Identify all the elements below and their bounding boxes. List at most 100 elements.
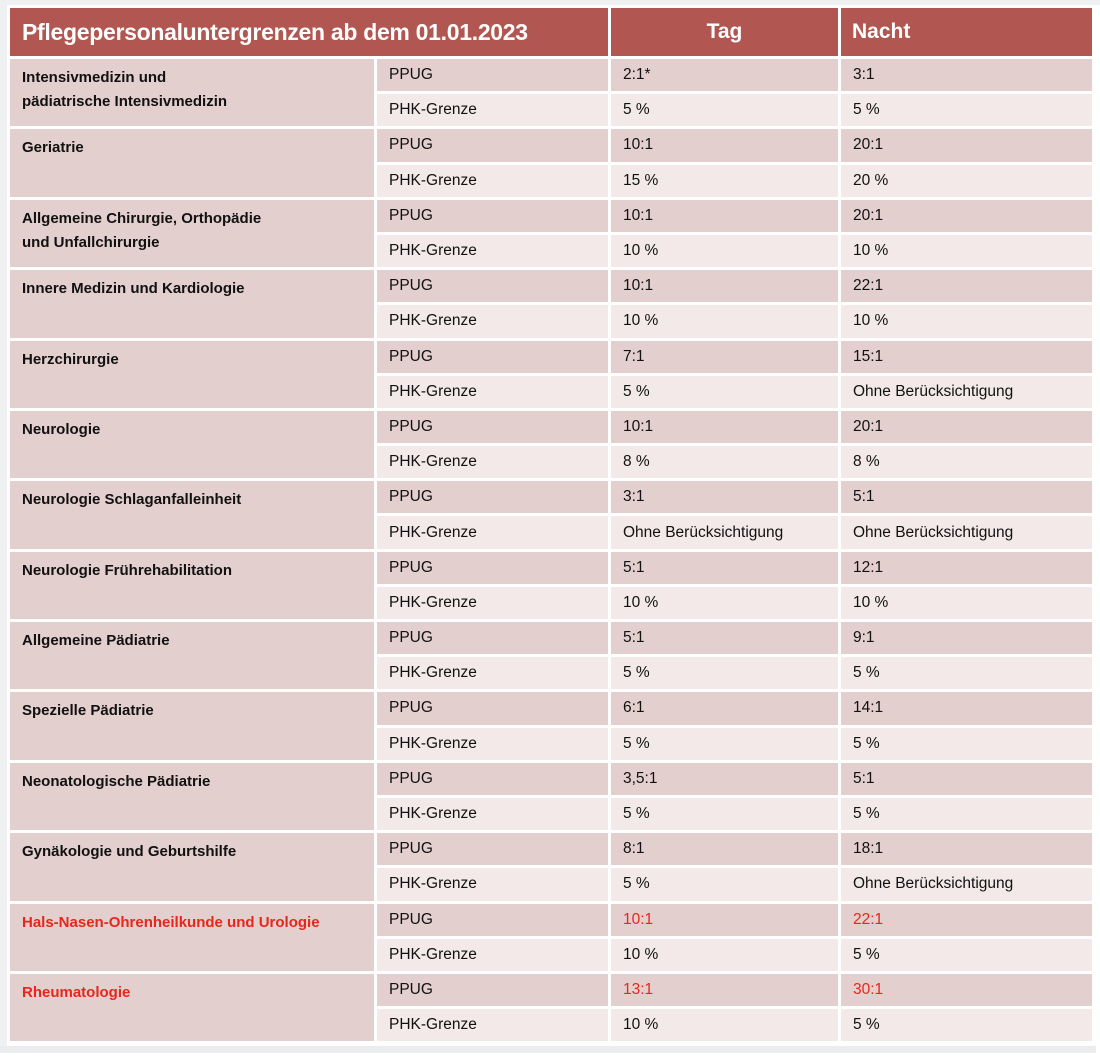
ppug-day-value-cell: 8:1	[611, 833, 838, 866]
phk-label-cell: PHK-Grenze	[377, 797, 608, 831]
department-cell: Rheumatologie	[10, 973, 374, 1042]
phk-night-value-cell: Ohne Berücksichtigung	[841, 375, 1092, 408]
phk-label-cell: PHK-Grenze	[377, 94, 608, 127]
department-cell: Innere Medizin und Kardiologie	[10, 270, 374, 338]
column-header-tag: Tag	[611, 8, 838, 56]
ppug-day-value-cell: 10:1	[611, 270, 838, 303]
ppug-day-value-cell: 6:1	[611, 692, 838, 725]
department-cell: Herzchirurgie	[10, 340, 374, 408]
phk-label-cell: PHK-Grenze	[377, 727, 608, 760]
phk-day-value-cell: 10 %	[611, 305, 838, 338]
phk-day-value-cell: 5 %	[611, 657, 838, 690]
ppug-table: Pflegepersonaluntergrenzen ab dem 01.01.…	[10, 8, 1092, 1042]
ppug-day-value-cell: 13:1	[611, 973, 838, 1007]
left-edge-strip	[0, 0, 7, 1053]
phk-night-value-cell: 5 %	[841, 657, 1092, 690]
phk-day-value-cell: 8 %	[611, 446, 838, 479]
phk-day-value-cell: 5 %	[611, 727, 838, 760]
department-cell: Neurologie Schlaganfalleinheit	[10, 481, 374, 549]
department-cell: Intensivmedizin und pädiatrische Intensi…	[10, 59, 374, 127]
phk-night-value-cell: 5 %	[841, 797, 1092, 831]
phk-day-value-cell: 5 %	[611, 94, 838, 127]
ppug-day-value-cell: 7:1	[611, 340, 838, 373]
phk-night-value-cell: 20 %	[841, 164, 1092, 197]
phk-night-value-cell: Ohne Berücksichtigung	[841, 516, 1092, 549]
ppug-night-value-cell: 15:1	[841, 340, 1092, 373]
ppug-night-value-cell: 18:1	[841, 833, 1092, 866]
phk-day-value-cell: 10 %	[611, 938, 838, 971]
department-cell: Neurologie Frührehabilitation	[10, 551, 374, 619]
top-edge-strip	[0, 0, 1100, 5]
phk-day-value-cell: 10 %	[611, 1009, 838, 1042]
column-header-nacht: Nacht	[841, 8, 1092, 56]
phk-night-value-cell: 5 %	[841, 94, 1092, 127]
phk-night-value-cell: 5 %	[841, 1009, 1092, 1042]
ppug-label-cell: PPUG	[377, 762, 608, 795]
department-cell: Spezielle Pädiatrie	[10, 692, 374, 760]
ppug-label-cell: PPUG	[377, 199, 608, 232]
ppug-label-cell: PPUG	[377, 622, 608, 655]
bottom-edge-strip	[0, 1046, 1096, 1053]
phk-label-cell: PHK-Grenze	[377, 868, 608, 901]
ppug-label-cell: PPUG	[377, 129, 608, 162]
phk-label-cell: PHK-Grenze	[377, 516, 608, 549]
phk-day-value-cell: 15 %	[611, 164, 838, 197]
ppug-label-cell: PPUG	[377, 270, 608, 303]
phk-label-cell: PHK-Grenze	[377, 657, 608, 690]
phk-night-value-cell: Ohne Berücksichtigung	[841, 868, 1092, 901]
ppug-day-value-cell: 3:1	[611, 481, 838, 514]
ppug-day-value-cell: 10:1	[611, 410, 838, 444]
phk-label-cell: PHK-Grenze	[377, 305, 608, 338]
phk-night-value-cell: 5 %	[841, 938, 1092, 971]
ppug-day-value-cell: 10:1	[611, 129, 838, 162]
ppug-night-value-cell: 3:1	[841, 59, 1092, 92]
ppug-night-value-cell: 22:1	[841, 270, 1092, 303]
phk-day-value-cell: Ohne Berücksichtigung	[611, 516, 838, 549]
phk-night-value-cell: 10 %	[841, 305, 1092, 338]
ppug-label-cell: PPUG	[377, 903, 608, 936]
department-cell: Hals-Nasen-Ohrenheilkunde und Urologie	[10, 903, 374, 971]
phk-night-value-cell: 5 %	[841, 727, 1092, 760]
phk-day-value-cell: 5 %	[611, 375, 838, 408]
department-cell: Neonatologische Pädiatrie	[10, 762, 374, 831]
ppug-label-cell: PPUG	[377, 59, 608, 92]
ppug-label-cell: PPUG	[377, 340, 608, 373]
phk-label-cell: PHK-Grenze	[377, 446, 608, 479]
ppug-night-value-cell: 20:1	[841, 410, 1092, 444]
ppug-night-value-cell: 9:1	[841, 622, 1092, 655]
ppug-night-value-cell: 22:1	[841, 903, 1092, 936]
ppug-night-value-cell: 14:1	[841, 692, 1092, 725]
phk-day-value-cell: 5 %	[611, 868, 838, 901]
ppug-label-cell: PPUG	[377, 692, 608, 725]
phk-day-value-cell: 5 %	[611, 797, 838, 831]
ppug-night-value-cell: 5:1	[841, 481, 1092, 514]
ppug-label-cell: PPUG	[377, 833, 608, 866]
ppug-day-value-cell: 3,5:1	[611, 762, 838, 795]
phk-label-cell: PHK-Grenze	[377, 586, 608, 619]
ppug-night-value-cell: 20:1	[841, 199, 1092, 232]
ppug-night-value-cell: 30:1	[841, 973, 1092, 1007]
phk-label-cell: PHK-Grenze	[377, 1009, 608, 1042]
ppug-day-value-cell: 10:1	[611, 903, 838, 936]
ppug-day-value-cell: 5:1	[611, 622, 838, 655]
ppug-day-value-cell: 2:1*	[611, 59, 838, 92]
phk-label-cell: PHK-Grenze	[377, 234, 608, 268]
department-cell: Allgemeine Chirurgie, Orthopädie und Unf…	[10, 199, 374, 268]
ppug-night-value-cell: 12:1	[841, 551, 1092, 584]
phk-label-cell: PHK-Grenze	[377, 938, 608, 971]
phk-label-cell: PHK-Grenze	[377, 164, 608, 197]
table-title: Pflegepersonaluntergrenzen ab dem 01.01.…	[10, 8, 608, 56]
department-cell: Geriatrie	[10, 129, 374, 197]
department-cell: Gynäkologie und Geburtshilfe	[10, 833, 374, 901]
phk-day-value-cell: 10 %	[611, 586, 838, 619]
phk-night-value-cell: 10 %	[841, 586, 1092, 619]
ppug-label-cell: PPUG	[377, 410, 608, 444]
ppug-label-cell: PPUG	[377, 973, 608, 1007]
ppug-night-value-cell: 20:1	[841, 129, 1092, 162]
phk-day-value-cell: 10 %	[611, 234, 838, 268]
department-cell: Neurologie	[10, 410, 374, 479]
ppug-day-value-cell: 10:1	[611, 199, 838, 232]
department-cell: Allgemeine Pädiatrie	[10, 622, 374, 690]
phk-night-value-cell: 10 %	[841, 234, 1092, 268]
